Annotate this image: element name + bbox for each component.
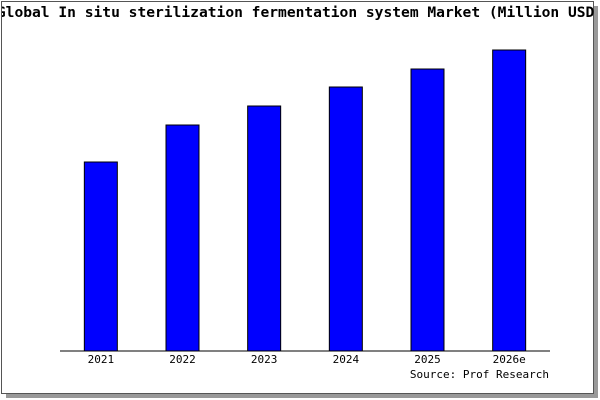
source: Source: Prof Research — [410, 368, 549, 381]
bar — [492, 49, 527, 352]
chart-title: Global In situ sterilization fermentatio… — [0, 4, 600, 21]
x-tick-label: 2024 — [333, 353, 360, 366]
x-tick-label: 2023 — [251, 353, 278, 366]
bar — [83, 161, 118, 352]
x-tick-label: 2025 — [414, 353, 441, 366]
title-clip: Global In situ sterilization fermentatio… — [0, 4, 600, 21]
bar — [165, 124, 200, 352]
x-tick-label: 2026e — [493, 353, 526, 366]
x-tick-label: 2021 — [88, 353, 115, 366]
bar — [328, 86, 363, 352]
bar — [410, 68, 445, 352]
bar — [247, 105, 282, 352]
x-tick-label: 2022 — [169, 353, 196, 366]
